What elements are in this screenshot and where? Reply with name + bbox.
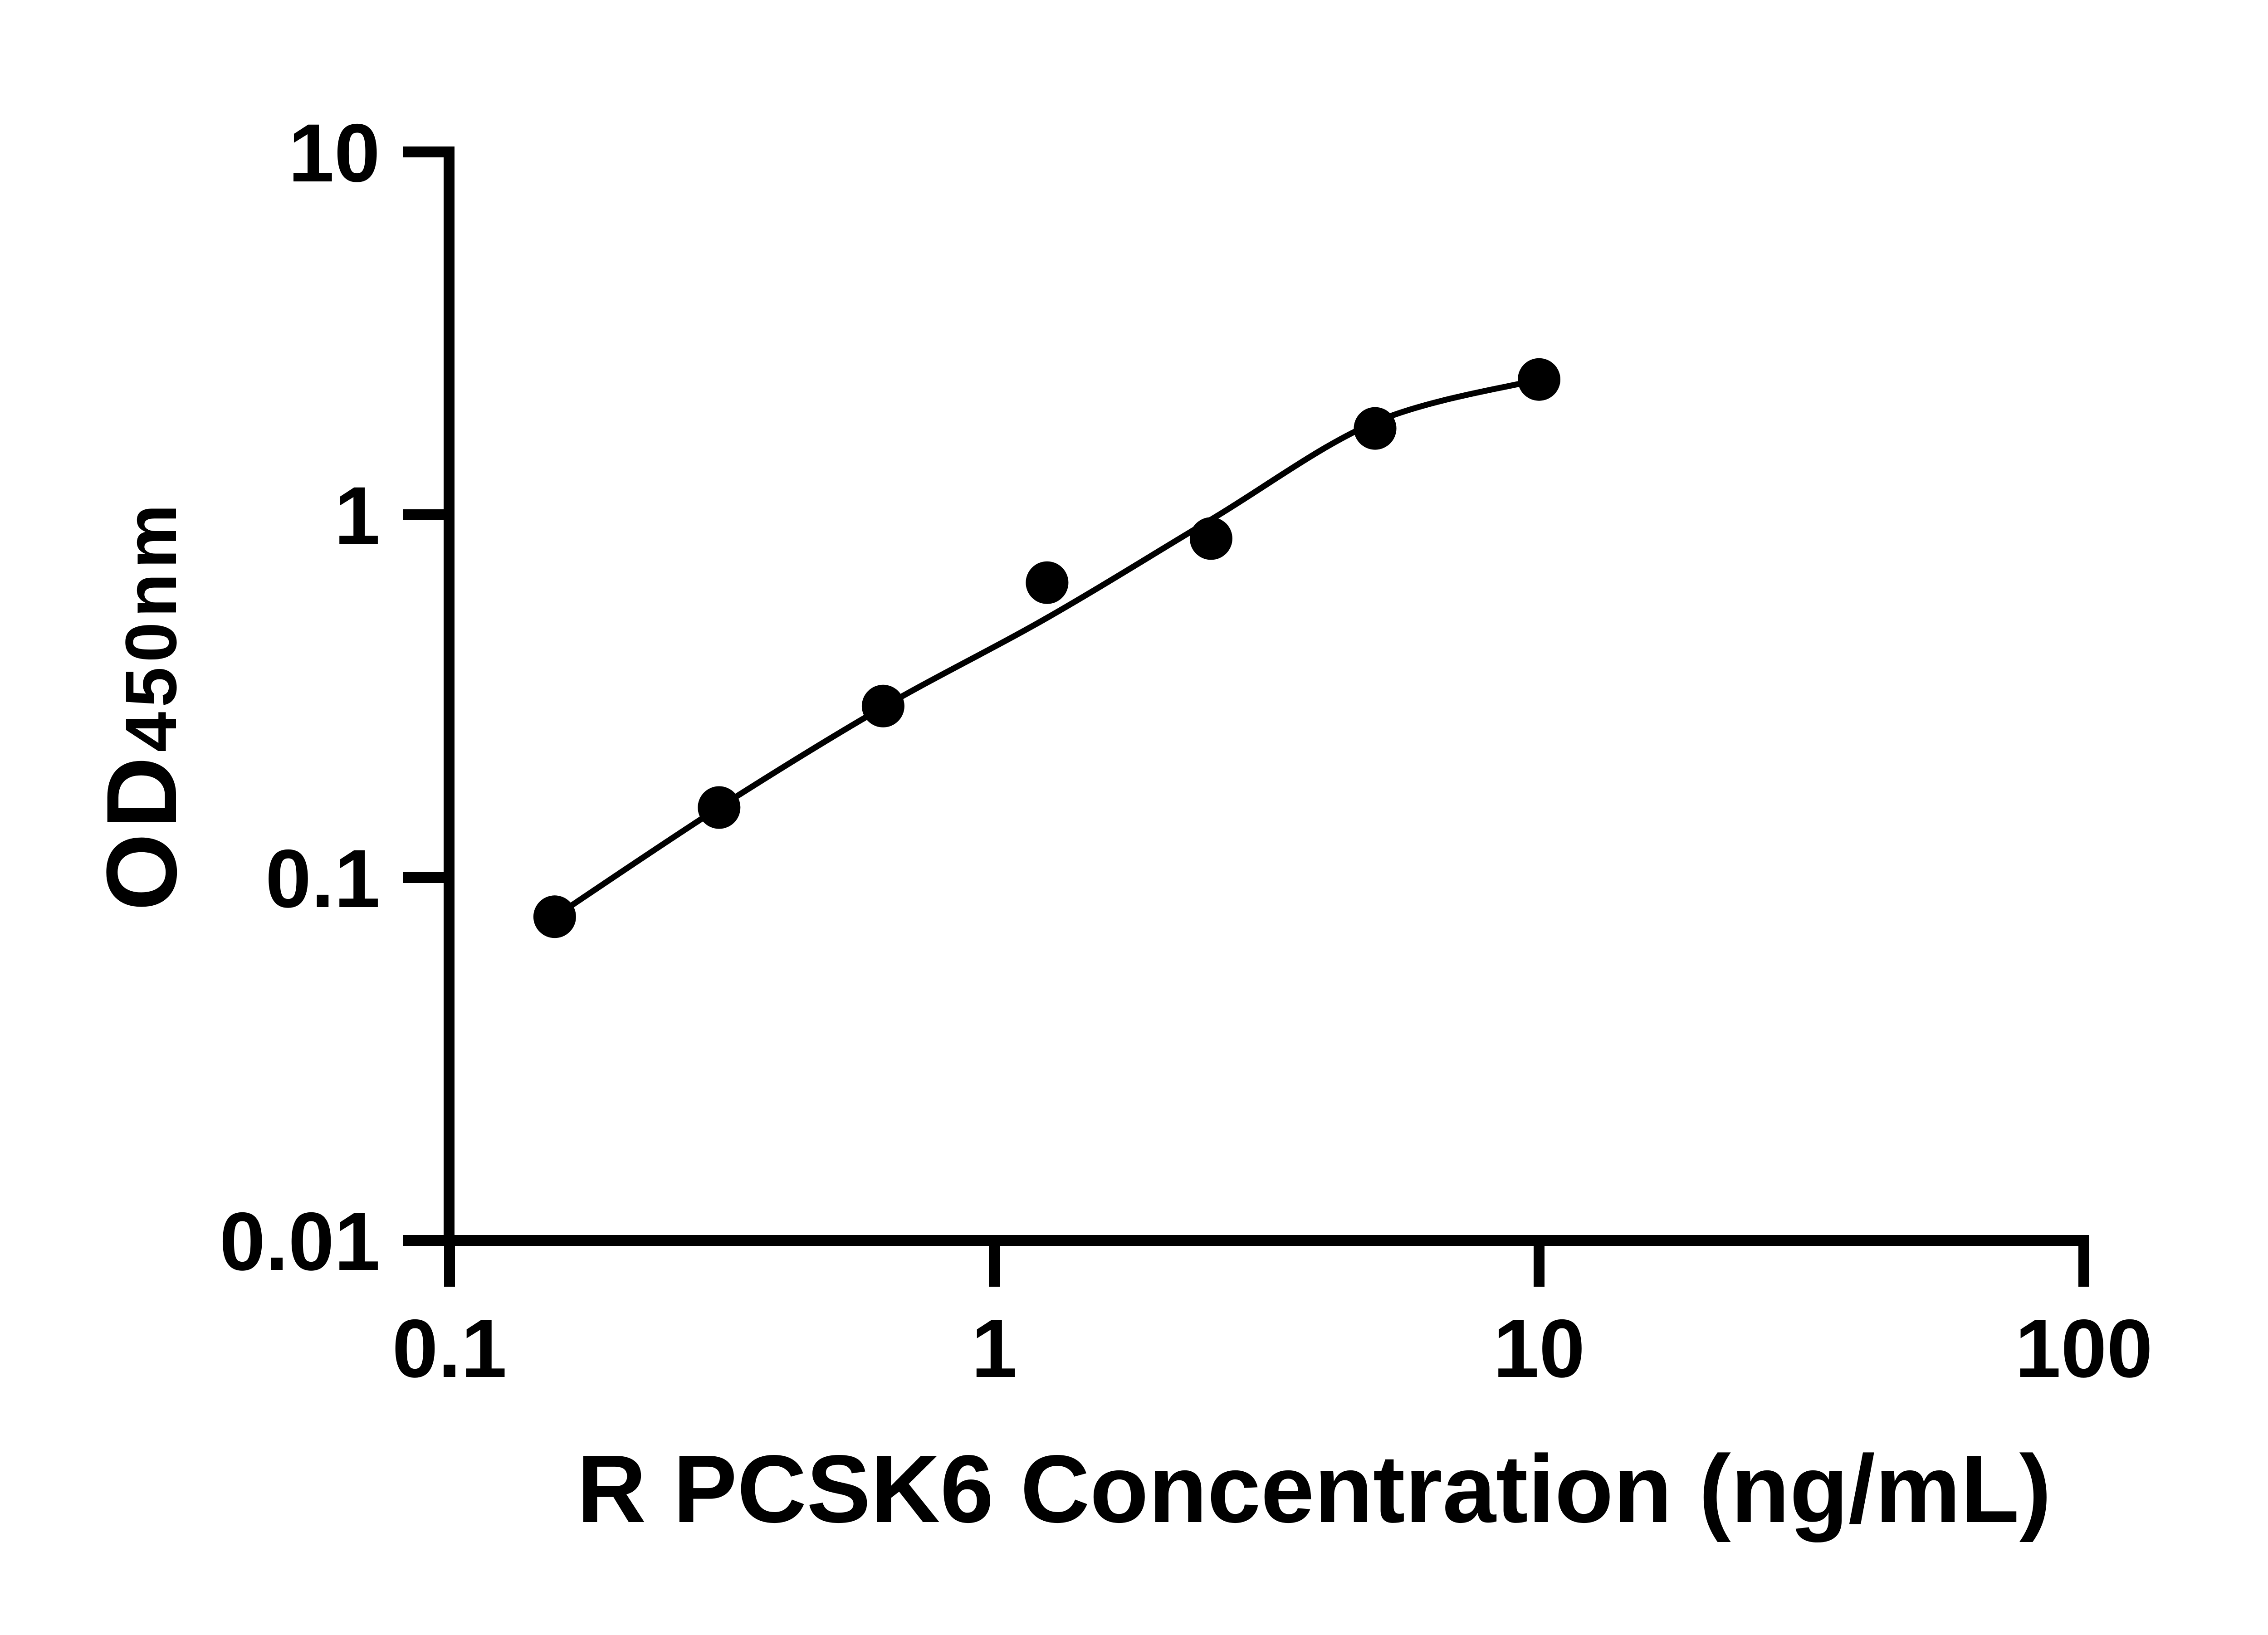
y-tick-label: 0.01 — [220, 1195, 380, 1288]
y-axis-title-subscript: 450nm — [110, 500, 191, 752]
y-axis-title-main: OD — [86, 752, 197, 911]
data-point-marker — [1026, 561, 1069, 604]
y-tick-label: 1 — [334, 469, 380, 562]
data-points — [533, 358, 1560, 938]
data-point-marker — [1518, 358, 1560, 401]
y-tick-label: 0.1 — [265, 832, 380, 925]
fit-curve-path — [552, 376, 1542, 920]
data-point-marker — [1354, 407, 1397, 450]
axes — [403, 146, 2089, 1287]
data-point-marker — [861, 684, 904, 727]
x-axis-title: R PCSK6 Concentration (ng/mL) — [577, 1435, 2052, 1542]
x-tick-label: 1 — [971, 1302, 1017, 1395]
x-tick-label: 10 — [1493, 1302, 1585, 1395]
y-axis-title: OD450nm — [86, 500, 197, 911]
data-point-marker — [533, 895, 576, 938]
fit-curve-line — [552, 376, 1542, 920]
data-point-marker — [1189, 517, 1232, 560]
x-tick-label: 0.1 — [392, 1302, 507, 1395]
y-tick-label: 10 — [288, 107, 380, 199]
x-tick-label: 100 — [2015, 1302, 2153, 1395]
data-point-marker — [698, 786, 741, 829]
